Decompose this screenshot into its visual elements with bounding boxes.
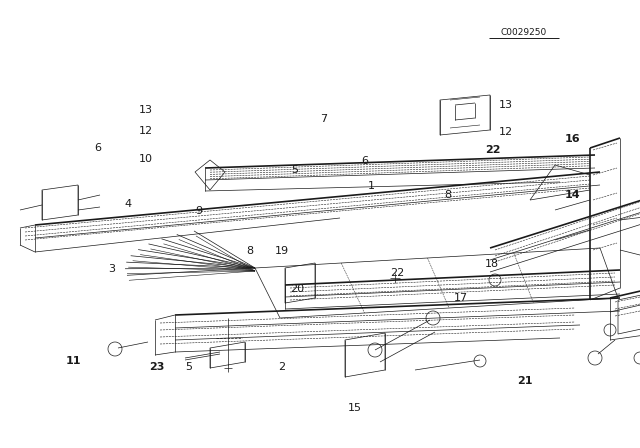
- Text: 12: 12: [499, 127, 513, 137]
- Text: 22: 22: [390, 268, 404, 278]
- Text: 17: 17: [454, 293, 468, 303]
- Text: 13: 13: [139, 105, 153, 115]
- Text: 5: 5: [291, 165, 298, 175]
- Text: 18: 18: [484, 259, 499, 269]
- Text: 8: 8: [246, 246, 253, 256]
- Text: 3: 3: [109, 264, 115, 274]
- Text: 9: 9: [195, 206, 202, 215]
- Text: 2: 2: [278, 362, 285, 372]
- Polygon shape: [440, 95, 490, 135]
- Text: 16: 16: [565, 134, 580, 144]
- Text: 6: 6: [362, 156, 368, 166]
- Polygon shape: [195, 160, 225, 190]
- Text: 1: 1: [368, 181, 374, 191]
- Text: 21: 21: [517, 376, 532, 386]
- Text: 23: 23: [149, 362, 164, 372]
- Text: 10: 10: [139, 154, 153, 164]
- Polygon shape: [42, 185, 78, 220]
- Text: 22: 22: [485, 145, 500, 155]
- Text: 5: 5: [186, 362, 192, 372]
- Text: 14: 14: [565, 190, 580, 200]
- Text: 8: 8: [444, 190, 452, 200]
- Text: C0029250: C0029250: [500, 28, 547, 37]
- Text: 12: 12: [139, 126, 153, 136]
- Text: 20: 20: [291, 284, 305, 294]
- Text: 11: 11: [66, 356, 81, 366]
- Text: 7: 7: [319, 114, 327, 124]
- Text: 15: 15: [348, 403, 362, 413]
- Polygon shape: [210, 342, 245, 368]
- Text: 6: 6: [94, 143, 100, 153]
- Text: 13: 13: [499, 100, 513, 110]
- Text: 19: 19: [275, 246, 289, 256]
- Text: 4: 4: [124, 199, 132, 209]
- Polygon shape: [345, 333, 385, 377]
